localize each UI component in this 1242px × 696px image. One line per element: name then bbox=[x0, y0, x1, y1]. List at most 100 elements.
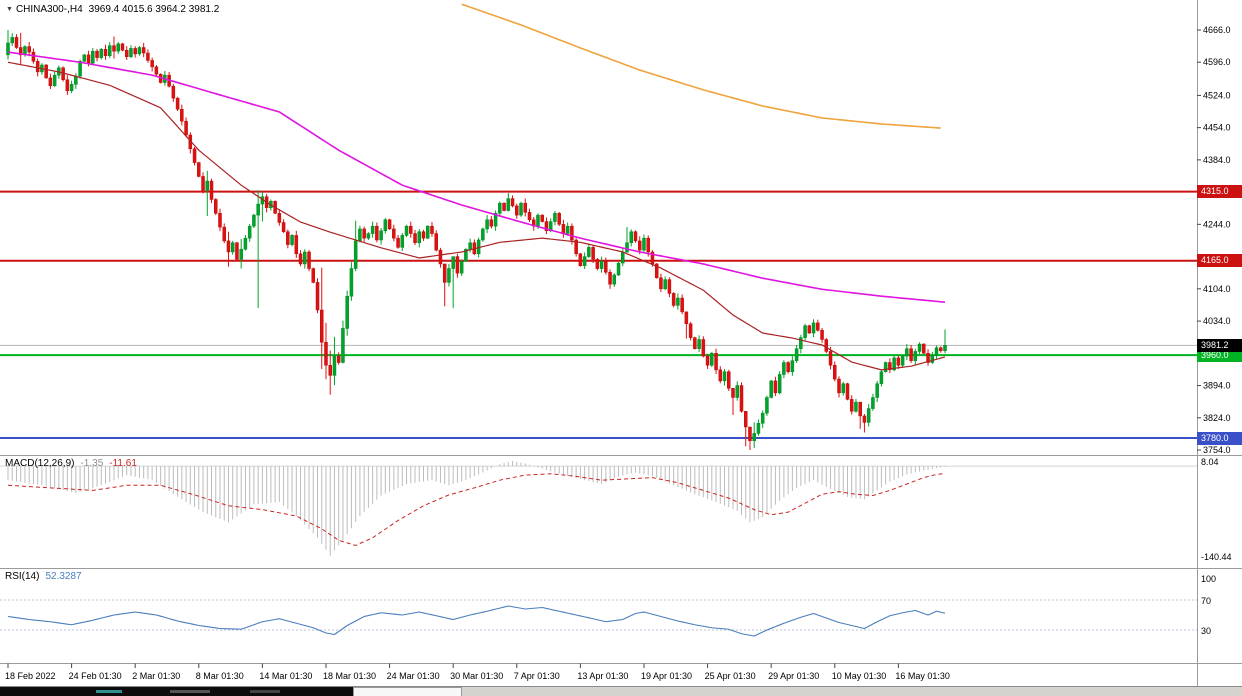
candle-body bbox=[141, 47, 146, 54]
price-tick-label: 4596.0 bbox=[1203, 57, 1231, 67]
candle-body bbox=[582, 256, 587, 267]
symbol-ohlc-label: ▼ CHINA300-,H4 3969.4 4015.6 3964.2 3981.2 bbox=[6, 4, 219, 15]
candle-body bbox=[205, 180, 210, 191]
candle-body bbox=[519, 202, 523, 216]
candle-body bbox=[756, 423, 761, 434]
candle-body bbox=[180, 108, 184, 122]
candle-body bbox=[222, 226, 226, 242]
candle-body bbox=[794, 348, 799, 361]
candle-body bbox=[294, 235, 299, 255]
time-axis-area[interactable] bbox=[0, 663, 1197, 686]
candle-body bbox=[909, 348, 913, 361]
candle-body bbox=[743, 411, 748, 428]
candle-body bbox=[578, 253, 583, 267]
candle-body bbox=[35, 61, 40, 73]
candle-body bbox=[570, 225, 574, 241]
candle-body bbox=[845, 383, 850, 400]
bottom-active-chart-tab[interactable] bbox=[353, 687, 462, 696]
candle-body bbox=[748, 426, 752, 442]
candle-body bbox=[129, 48, 133, 57]
rsi-title: RSI(14) bbox=[5, 571, 40, 582]
candle-body bbox=[540, 214, 544, 222]
rsi-scale-70-label: 70 bbox=[1201, 596, 1212, 606]
candle-body bbox=[175, 97, 180, 110]
candle-body bbox=[349, 268, 354, 297]
chart-dropdown-icon[interactable]: ▼ bbox=[6, 6, 13, 13]
candle-body bbox=[277, 213, 282, 223]
candle-body bbox=[95, 50, 99, 58]
candle-body bbox=[425, 225, 430, 239]
taskbar-item-indicator bbox=[96, 690, 122, 693]
macd-scale-min-label: -140.44 bbox=[1201, 551, 1232, 562]
candle-body bbox=[146, 52, 150, 61]
candle-body bbox=[565, 225, 570, 234]
candle-body bbox=[409, 225, 413, 234]
rsi-panel-area[interactable] bbox=[0, 569, 1197, 663]
candle-body bbox=[727, 371, 731, 389]
price-tick-label: 4524.0 bbox=[1203, 90, 1231, 100]
price-tick-label: 4384.0 bbox=[1203, 155, 1231, 165]
candle-body bbox=[324, 341, 328, 366]
candle-body bbox=[214, 199, 218, 214]
candle-body bbox=[765, 397, 769, 414]
rsi-line bbox=[7, 605, 946, 637]
candle-body bbox=[502, 202, 506, 211]
candle-body bbox=[489, 219, 494, 227]
candle-body bbox=[99, 49, 104, 58]
candle-body bbox=[561, 224, 566, 234]
candle-body bbox=[341, 328, 345, 363]
main-chart-area[interactable] bbox=[0, 0, 1197, 455]
candle-body bbox=[595, 259, 600, 269]
candle-body bbox=[6, 42, 10, 56]
rsi-scale-100-label: 100 bbox=[1201, 573, 1217, 584]
macd-main-value: -1.35 bbox=[80, 458, 104, 469]
ma-mid-magenta bbox=[7, 51, 946, 303]
candle-body bbox=[604, 260, 608, 273]
candle-body bbox=[854, 401, 858, 412]
candle-body bbox=[913, 351, 918, 361]
candle-body bbox=[226, 240, 231, 253]
candle-body bbox=[621, 251, 625, 264]
ma-fast-darkred bbox=[7, 61, 946, 371]
candle-body bbox=[587, 247, 591, 257]
candle-body bbox=[871, 397, 875, 409]
candle-body bbox=[553, 213, 557, 222]
candle-body bbox=[926, 353, 930, 363]
candle-body bbox=[44, 64, 48, 79]
candle-body bbox=[455, 256, 460, 274]
candle-body bbox=[599, 260, 604, 269]
candle-body bbox=[91, 50, 95, 64]
candle-body bbox=[943, 345, 947, 352]
candle-body bbox=[404, 225, 409, 236]
candle-body bbox=[828, 351, 833, 366]
macd-signal-value: -11.61 bbox=[109, 458, 137, 469]
candle-body bbox=[883, 362, 888, 372]
candle-body bbox=[646, 237, 650, 253]
candle-body bbox=[417, 231, 422, 244]
candle-body bbox=[392, 228, 396, 239]
candle-body bbox=[684, 311, 689, 325]
candle-body bbox=[48, 77, 53, 86]
candle-body bbox=[336, 355, 341, 363]
candle-body bbox=[849, 399, 854, 412]
candle-body bbox=[790, 360, 795, 372]
bottom-taskbar-segment bbox=[0, 687, 353, 696]
candle-body bbox=[375, 225, 379, 241]
macd-title: MACD(12,26,9) bbox=[5, 458, 75, 469]
time-label: 8 Mar 01:30 bbox=[196, 671, 244, 681]
hline-price-label-4165: 4165.0 bbox=[1197, 254, 1242, 268]
candle-body bbox=[663, 279, 667, 290]
candle-body bbox=[307, 251, 311, 269]
time-label: 25 Apr 01:30 bbox=[705, 671, 756, 681]
candle-body bbox=[459, 260, 464, 274]
taskbar-item-indicator bbox=[170, 690, 210, 693]
price-tick-label: 3824.0 bbox=[1203, 413, 1231, 423]
candle-body bbox=[112, 45, 116, 52]
candle-body bbox=[820, 330, 824, 340]
candle-body bbox=[18, 47, 23, 56]
macd-signal-line bbox=[7, 473, 946, 546]
candle-body bbox=[366, 233, 371, 239]
candle-body bbox=[905, 348, 909, 357]
macd-panel-area[interactable] bbox=[0, 456, 1197, 568]
